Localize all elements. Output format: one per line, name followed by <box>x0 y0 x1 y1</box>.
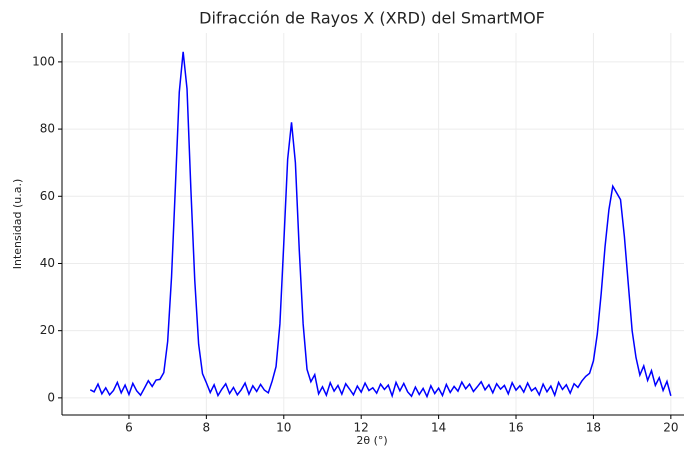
y-tick-label: 80 <box>40 122 55 136</box>
x-axis-label: 2θ (°) <box>356 434 387 447</box>
y-tick-label: 40 <box>40 256 55 270</box>
x-tick-label: 10 <box>276 421 291 435</box>
chart-title: Difracción de Rayos X (XRD) del SmartMOF <box>199 9 545 28</box>
x-tick-label: 16 <box>508 421 523 435</box>
x-tick-label: 20 <box>663 421 678 435</box>
y-tick-label: 100 <box>32 54 55 68</box>
x-tick-label: 8 <box>203 421 211 435</box>
x-tick-label: 12 <box>354 421 369 435</box>
y-tick-label: 0 <box>47 390 55 404</box>
y-tick-label: 20 <box>40 323 55 337</box>
y-axis-label: Intensidad (u.a.) <box>11 179 24 270</box>
y-tick-label: 60 <box>40 189 55 203</box>
x-tick-label: 18 <box>586 421 601 435</box>
data-line <box>89 51 672 399</box>
x-tick-label: 14 <box>431 421 446 435</box>
x-tick-label: 6 <box>125 421 133 435</box>
